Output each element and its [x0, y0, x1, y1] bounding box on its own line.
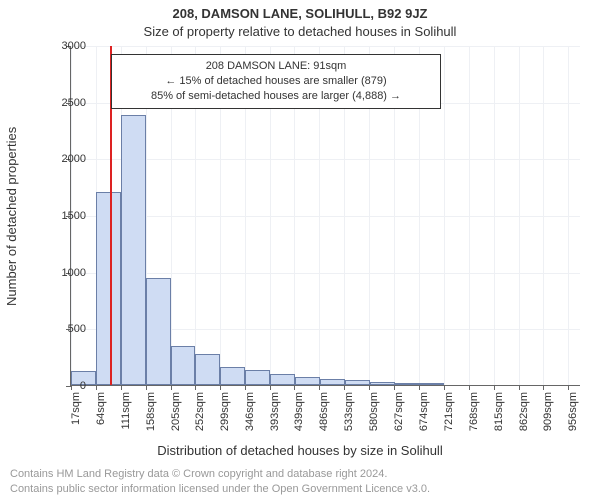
gridline-v	[519, 46, 520, 385]
xtick-mark	[294, 385, 295, 390]
xtick-label: 111sqm	[120, 392, 132, 440]
x-axis-label: Distribution of detached houses by size …	[0, 443, 600, 458]
xtick-label: 346sqm	[244, 392, 256, 440]
xtick-label: 956sqm	[567, 392, 579, 440]
xtick-mark	[519, 385, 520, 390]
xtick-mark	[444, 385, 445, 390]
histogram-bar	[345, 380, 370, 385]
gridline-v	[568, 46, 569, 385]
histogram-bar	[419, 383, 444, 385]
xtick-label: 815sqm	[493, 392, 505, 440]
xtick-mark	[121, 385, 122, 390]
histogram-bar	[395, 383, 420, 385]
histogram-bar	[171, 346, 196, 385]
xtick-mark	[245, 385, 246, 390]
xtick-mark	[270, 385, 271, 390]
ytick-label: 500	[32, 323, 86, 335]
xtick-label: 252sqm	[194, 392, 206, 440]
ytick-label: 2500	[32, 97, 86, 109]
xtick-label: 768sqm	[468, 392, 480, 440]
xtick-mark	[146, 385, 147, 390]
xtick-label: 580sqm	[368, 392, 380, 440]
xtick-mark	[195, 385, 196, 390]
annotation-line: 208 DAMSON LANE: 91sqm	[120, 59, 432, 74]
xtick-label: 627sqm	[393, 392, 405, 440]
xtick-label: 909sqm	[542, 392, 554, 440]
xtick-label: 486sqm	[318, 392, 330, 440]
xtick-mark	[369, 385, 370, 390]
attribution-footer: Contains HM Land Registry data © Crown c…	[10, 467, 590, 496]
xtick-mark	[419, 385, 420, 390]
histogram-bar	[220, 367, 245, 385]
xtick-label: 439sqm	[293, 392, 305, 440]
y-axis-label: Number of detached properties	[4, 127, 19, 306]
xtick-mark	[220, 385, 221, 390]
gridline-v	[494, 46, 495, 385]
xtick-label: 862sqm	[518, 392, 530, 440]
footer-line: Contains public sector information licen…	[10, 482, 590, 496]
ytick-label: 2000	[32, 153, 86, 165]
xtick-label: 533sqm	[343, 392, 355, 440]
xtick-label: 205sqm	[170, 392, 182, 440]
xtick-mark	[319, 385, 320, 390]
annotation-line: 85% of semi-detached houses are larger (…	[120, 89, 432, 104]
xtick-label: 721sqm	[443, 392, 455, 440]
xtick-mark	[568, 385, 569, 390]
xtick-mark	[543, 385, 544, 390]
histogram-bar	[370, 382, 395, 385]
ytick-label: 0	[32, 380, 86, 392]
footer-line: Contains HM Land Registry data © Crown c…	[10, 467, 590, 481]
xtick-mark	[469, 385, 470, 390]
xtick-mark	[96, 385, 97, 390]
chart-subtitle: Size of property relative to detached ho…	[0, 24, 600, 39]
xtick-mark	[171, 385, 172, 390]
annotation-box: 208 DAMSON LANE: 91sqm← 15% of detached …	[111, 54, 441, 109]
xtick-label: 674sqm	[418, 392, 430, 440]
ytick-label: 1000	[32, 267, 86, 279]
ytick-label: 1500	[32, 210, 86, 222]
gridline-v	[444, 46, 445, 385]
xtick-label: 17sqm	[70, 392, 82, 440]
gridline-v	[469, 46, 470, 385]
annotation-line: ← 15% of detached houses are smaller (87…	[120, 74, 432, 89]
histogram-bar	[295, 377, 320, 385]
xtick-label: 299sqm	[219, 392, 231, 440]
xtick-label: 393sqm	[269, 392, 281, 440]
histogram-bar	[96, 192, 121, 385]
chart-container: 208, DAMSON LANE, SOLIHULL, B92 9JZ Size…	[0, 0, 600, 500]
histogram-bar	[245, 370, 270, 385]
gridline-h	[71, 46, 580, 47]
xtick-label: 158sqm	[145, 392, 157, 440]
plot-area: 208 DAMSON LANE: 91sqm← 15% of detached …	[70, 46, 580, 386]
gridline-h	[71, 159, 580, 160]
histogram-bar	[320, 379, 345, 385]
gridline-v	[543, 46, 544, 385]
histogram-bar	[195, 354, 220, 385]
histogram-bar	[146, 278, 171, 385]
page-title: 208, DAMSON LANE, SOLIHULL, B92 9JZ	[0, 6, 600, 21]
xtick-mark	[394, 385, 395, 390]
xtick-mark	[494, 385, 495, 390]
gridline-h	[71, 273, 580, 274]
gridline-h	[71, 216, 580, 217]
xtick-label: 64sqm	[95, 392, 107, 440]
ytick-label: 3000	[32, 40, 86, 52]
histogram-bar	[270, 374, 295, 385]
xtick-mark	[344, 385, 345, 390]
histogram-bar	[121, 115, 146, 385]
